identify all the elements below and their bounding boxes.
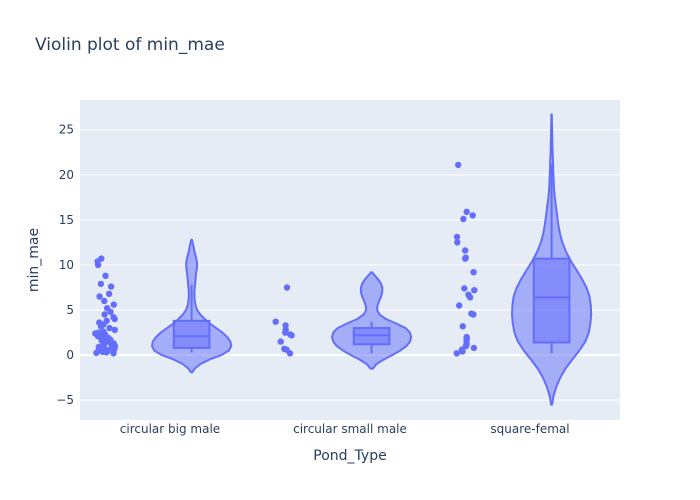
data-point bbox=[111, 326, 119, 334]
data-point bbox=[283, 284, 291, 291]
violin-shape bbox=[331, 271, 413, 370]
data-point bbox=[463, 208, 470, 215]
violin-group bbox=[453, 113, 593, 406]
data-point bbox=[101, 297, 108, 305]
y-tick-label: −5 bbox=[56, 393, 74, 407]
x-axis-title: Pond_Type bbox=[313, 448, 386, 464]
violin-series bbox=[92, 113, 593, 406]
data-point bbox=[459, 323, 466, 330]
data-point bbox=[453, 233, 461, 241]
box-iqr bbox=[532, 257, 571, 344]
violin-group bbox=[272, 271, 413, 370]
data-point bbox=[287, 331, 294, 338]
data-point bbox=[102, 272, 109, 279]
data-point bbox=[455, 161, 462, 169]
data-point bbox=[462, 247, 469, 254]
y-tick-label: 20 bbox=[59, 168, 74, 182]
data-point bbox=[468, 310, 475, 317]
y-tick-label: 10 bbox=[59, 258, 74, 272]
x-tick-label: circular small male bbox=[293, 422, 407, 436]
y-tick-labels: −5 0 5 10 15 20 25 bbox=[56, 123, 74, 407]
data-point bbox=[98, 255, 105, 262]
y-axis-title: min_mae bbox=[26, 228, 42, 292]
data-point bbox=[453, 350, 460, 357]
data-point bbox=[107, 283, 115, 290]
data-point bbox=[105, 290, 113, 297]
data-point bbox=[465, 291, 472, 298]
data-point bbox=[282, 326, 289, 334]
data-point bbox=[462, 254, 469, 261]
data-point bbox=[461, 285, 468, 292]
data-point bbox=[470, 344, 478, 352]
data-point bbox=[460, 215, 467, 223]
data-point bbox=[277, 338, 284, 345]
data-point bbox=[101, 311, 108, 318]
x-tick-label: square-femal bbox=[490, 422, 569, 436]
chart-title: Violin plot of min_mae bbox=[35, 35, 225, 55]
x-tick-label: circular big male bbox=[120, 422, 220, 436]
y-tick-label: 5 bbox=[66, 303, 74, 317]
data-point bbox=[281, 345, 288, 352]
box-iqr bbox=[172, 319, 211, 349]
data-point bbox=[103, 305, 111, 312]
data-point bbox=[471, 287, 478, 294]
y-tick-label: 25 bbox=[59, 123, 74, 137]
x-tick-labels: circular big male circular small male squa… bbox=[120, 422, 570, 436]
data-point bbox=[95, 343, 103, 351]
data-point bbox=[110, 301, 118, 308]
data-point bbox=[110, 314, 117, 321]
data-point bbox=[272, 318, 279, 325]
data-point bbox=[100, 328, 107, 335]
y-tick-label: 0 bbox=[66, 348, 74, 362]
data-point bbox=[102, 346, 110, 353]
data-point bbox=[463, 333, 470, 341]
data-point bbox=[282, 322, 289, 329]
data-point bbox=[470, 269, 477, 276]
data-point bbox=[97, 280, 105, 288]
data-point bbox=[96, 293, 103, 300]
violin-group bbox=[92, 238, 233, 374]
data-point bbox=[95, 329, 102, 336]
data-point bbox=[469, 212, 476, 219]
data-point bbox=[103, 317, 110, 324]
plot-area bbox=[80, 100, 620, 420]
data-point bbox=[96, 319, 103, 326]
data-point bbox=[456, 302, 463, 309]
data-point bbox=[106, 324, 113, 332]
data-point bbox=[454, 239, 461, 246]
y-tick-label: 15 bbox=[59, 213, 74, 227]
